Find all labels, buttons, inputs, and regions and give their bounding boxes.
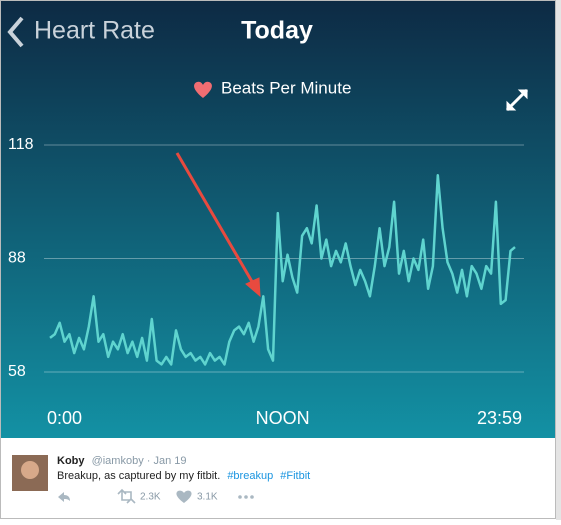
- retweet-count: 2.3K: [140, 492, 161, 503]
- tweet-body: Breakup, as captured by my fitbit.: [57, 470, 220, 482]
- chart-title: Beats Per Minute: [221, 78, 351, 97]
- back-chevron[interactable]: [7, 16, 24, 48]
- tweet-name[interactable]: Koby: [57, 455, 85, 467]
- y-tick-label: 88: [8, 250, 26, 267]
- reply-icon[interactable]: [58, 492, 70, 502]
- retweet-icon[interactable]: [117, 488, 136, 504]
- back-label[interactable]: Heart Rate: [34, 17, 155, 45]
- tweet-text: Breakup, as captured by my fitbit. #brea…: [57, 470, 310, 482]
- like-count: 3.1K: [197, 492, 218, 503]
- header-title: Today: [241, 17, 313, 45]
- hashtag[interactable]: #Fitbit: [280, 470, 310, 482]
- like-icon[interactable]: [176, 490, 192, 503]
- separator: ·: [147, 455, 154, 467]
- expand-icon[interactable]: [505, 88, 529, 112]
- more-icon[interactable]: [238, 495, 254, 499]
- tweet-header: Koby @iamkoby · Jan 19: [57, 455, 187, 467]
- frame: [0, 0, 556, 519]
- x-tick-label: 23:59: [477, 408, 522, 428]
- heart-rate-line: [49, 174, 516, 366]
- hashtag[interactable]: #breakup: [227, 470, 273, 482]
- tweet-handle[interactable]: @iamkoby: [92, 455, 145, 467]
- avatar-face: [21, 461, 39, 479]
- y-tick-label: 118: [8, 136, 34, 153]
- x-tick-label: NOON: [256, 408, 310, 428]
- x-tick-label: 0:00: [47, 408, 82, 428]
- shadow: [556, 0, 561, 520]
- y-tick-label: 58: [8, 363, 26, 380]
- tweet-date[interactable]: Jan 19: [154, 455, 187, 467]
- heart-icon: [194, 81, 212, 98]
- arrow-annotation: [175, 152, 261, 298]
